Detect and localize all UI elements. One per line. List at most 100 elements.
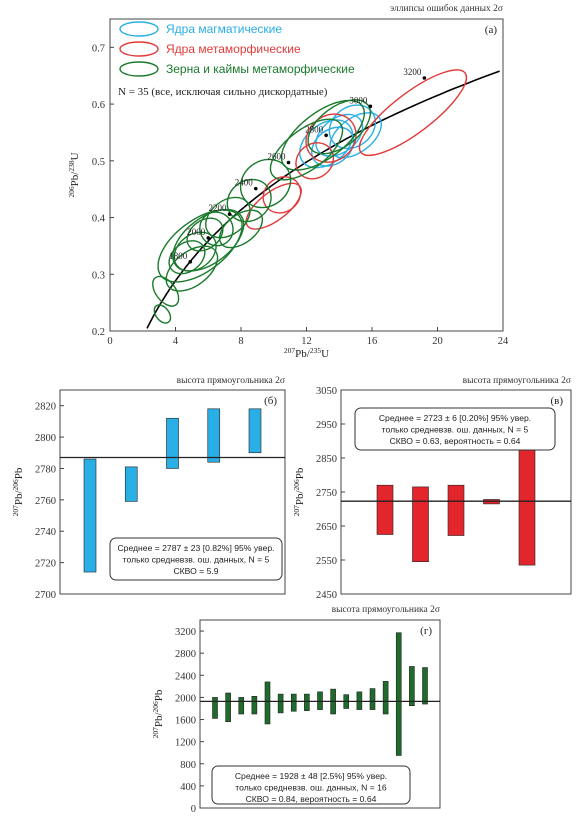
panel-v-ytick-label: 2950: [316, 420, 337, 431]
panel-b-ytick-label: 2760: [35, 496, 56, 507]
panel-g-title: высота прямоугольника 2σ: [332, 605, 440, 615]
error-bar-box: [166, 417, 179, 469]
panel-a-xtick-label: 16: [367, 336, 378, 347]
concordia-age-label: 2200: [209, 203, 228, 213]
error-bar-box: [238, 697, 245, 715]
panel-a-ellipses: [152, 69, 468, 324]
error-bar-box: [412, 486, 429, 562]
concordia-age-point: [188, 259, 193, 264]
error-ellipse: [307, 99, 372, 155]
panel-g-stats-box: [211, 765, 411, 805]
concordia-age-label: 2400: [235, 178, 254, 188]
panel-v-ylabel: 207Pb/206Pb: [292, 467, 307, 516]
panel-g-stats-line: Среднее = 1928 ± 48 [2.5%] 95% увер.: [235, 771, 387, 781]
error-ellipse: [172, 208, 245, 272]
error-ellipse: [245, 182, 302, 230]
panel-v-stats-box: [354, 407, 556, 451]
legend-entry: Ядра магматические: [166, 22, 282, 36]
concordia-age-label: 3000: [349, 95, 368, 105]
panel-g-ytick-label: 800: [180, 760, 196, 771]
error-bar-box: [317, 691, 323, 710]
panel-a-xtick-label: 4: [173, 336, 179, 347]
error-ellipse: [168, 240, 206, 275]
error-ellipse: [173, 231, 217, 272]
error-bar-box: [369, 688, 376, 710]
panel-a-note: N = 35 (все, исключая сильно дискордатны…: [118, 86, 328, 98]
panel-a-xtick-label: 20: [432, 336, 443, 347]
error-ellipse: [153, 304, 172, 324]
error-bar-box: [376, 484, 394, 535]
panel-g-ytick-label: 2000: [175, 693, 196, 704]
error-bar-box: [447, 484, 465, 536]
panel-g-ytick-label: 0: [191, 804, 196, 815]
error-ellipse: [218, 209, 264, 249]
panel-g-ytick-label: 1200: [175, 738, 196, 749]
error-ellipse: [269, 118, 344, 181]
panel-a-label: (а): [485, 24, 498, 36]
error-bar-box: [264, 681, 271, 725]
panel-g-ytick-label: 400: [180, 782, 196, 793]
concordia-age-point: [422, 76, 427, 80]
panel-a-ytick-label: 0.2: [92, 327, 105, 338]
panel-b-stats-line: Среднее = 2787 ± 23 [0.82%] 95% увер.: [117, 543, 274, 553]
panel-b-ylabel: 207Pb/206Pb: [11, 467, 26, 516]
panel-v-ytick-label: 3050: [316, 386, 337, 397]
legend-ellipse-icon: [119, 41, 159, 57]
error-ellipse: [358, 69, 468, 157]
panel-b-ytick-label: 2700: [35, 590, 56, 601]
panel-b-label: (б): [264, 395, 277, 407]
panel-g: высота прямоугольника 2σ (г) 0 400 800 1200 16…: [151, 605, 441, 815]
panel-g-stats-line: СКВО = 0.84, вероятность = 0.64: [246, 794, 377, 804]
panel-a-ytick-label: 0.4: [92, 214, 106, 225]
error-ellipse: [295, 142, 335, 180]
panel-a-concordia: [146, 70, 500, 329]
concordia-age-point: [368, 104, 373, 109]
panel-v-ytick-label: 2750: [316, 488, 337, 499]
panel-b-ytick-label: 2820: [35, 402, 56, 413]
error-bar-box: [83, 458, 97, 573]
error-ellipse: [328, 104, 376, 150]
panel-g-frame: [199, 619, 441, 809]
panel-b-stats-line: только средневзв. ош. данных, N = 5: [123, 555, 270, 565]
panel-a-title: эллипсы ошибок данных 2σ: [390, 3, 503, 14]
panel-b-ytick-label: 2780: [35, 464, 56, 475]
panel-g-ytick-label: 2400: [175, 671, 196, 682]
legend-entry: Ядра метаморфические: [166, 42, 301, 56]
panel-a-xlabel: 207Pb/235U: [284, 346, 329, 361]
panel-b: высота прямоугольника 2σ (б) 2700 2720 2740 2…: [11, 376, 286, 601]
error-bar-box: [409, 666, 415, 707]
concordia-age-point: [286, 160, 291, 165]
panel-a-ytick-label: 0.7: [92, 43, 105, 54]
error-ellipse: [199, 211, 234, 247]
panel-g-label: (г): [420, 625, 432, 637]
concordia-age-point: [324, 133, 328, 138]
panel-v-ytick-label: 2850: [316, 454, 337, 465]
panel-v-stats-line: СКВО = 0.63, вероятность = 0.64: [390, 436, 521, 446]
panel-b-ytick-label: 2720: [35, 559, 56, 570]
error-ellipse: [205, 196, 251, 239]
concordia-age-point: [253, 186, 258, 191]
concordia-age-label: 2000: [187, 227, 206, 237]
panel-a-ytick-label: 0.3: [92, 270, 105, 281]
panel-b-title: высота прямоугольника 2σ: [177, 376, 285, 386]
error-bar-box: [207, 408, 221, 463]
error-bar-box: [251, 696, 258, 715]
panel-a-xtick-label: 12: [301, 336, 312, 347]
panel-g-ytick-label: 1600: [175, 716, 196, 727]
panel-a-ytick-label: 0.6: [92, 100, 105, 111]
panel-v-ytick-label: 2550: [316, 556, 337, 567]
panel-v-ytick-label: 2450: [316, 590, 337, 601]
panel-v-ytick-label: 2650: [316, 522, 337, 533]
panel-g-ytick-label: 2800: [175, 649, 196, 660]
error-bar-box: [422, 667, 428, 705]
concordia-age-label: 1800: [169, 251, 188, 261]
error-bar-box: [277, 693, 284, 714]
error-bar-box: [212, 697, 218, 719]
legend-entry: Зерна и каймы метаморфические: [166, 62, 355, 76]
panel-g-ytick-label: 3200: [175, 627, 196, 638]
panel-b-stats-box: [109, 537, 283, 581]
error-bar-box: [304, 693, 310, 711]
error-bar-box: [395, 632, 402, 756]
legend-ellipse-icon: [119, 21, 159, 37]
error-ellipse: [311, 126, 355, 167]
